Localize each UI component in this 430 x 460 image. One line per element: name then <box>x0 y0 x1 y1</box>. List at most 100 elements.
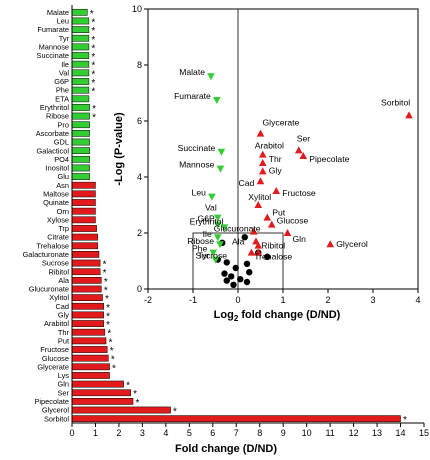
bar <box>71 199 96 206</box>
bar-category-label: Galacticol <box>37 146 70 155</box>
bar-category-label: Pipecolate <box>34 397 69 406</box>
bar <box>71 328 106 336</box>
bar-x-tick-label: 4 <box>163 428 168 438</box>
scatter-y-axis-title: -Log (P-value) <box>113 112 125 186</box>
up-point <box>263 213 272 221</box>
up-point <box>258 167 267 175</box>
bar <box>71 225 97 232</box>
scatter-x-tick-label: 2 <box>325 295 330 305</box>
bar-category-label: Glycerol <box>42 406 69 415</box>
scatter-x-tick-label: 3 <box>370 295 375 305</box>
bar-category-label: Pro <box>57 120 69 129</box>
significance-marker: * <box>92 104 96 115</box>
point-label: Gly <box>269 165 283 175</box>
down-point <box>208 193 216 201</box>
bar-category-label: Fructose <box>40 345 69 354</box>
bar <box>71 276 102 284</box>
bar-category-label: Cad <box>55 302 69 311</box>
significance-marker: * <box>111 355 115 366</box>
down-point <box>207 73 215 81</box>
bar-x-tick-label: 10 <box>302 428 312 438</box>
up-point <box>256 129 265 137</box>
bar <box>71 121 90 129</box>
significance-marker: * <box>91 35 95 46</box>
point-label: Ile <box>203 229 212 239</box>
significance-marker: * <box>104 277 108 288</box>
point-label: Glycerol <box>336 239 368 249</box>
bar <box>71 216 96 224</box>
significance-marker: * <box>403 415 407 426</box>
bar <box>71 190 96 198</box>
significance-marker: * <box>90 9 94 20</box>
significance-marker: * <box>103 268 107 279</box>
scatter-x-tick-label: 4 <box>415 295 420 305</box>
point-label: Fumarate <box>174 91 211 101</box>
bar-x-tick-label: 14 <box>396 428 406 438</box>
point-label: Pipecolate <box>309 154 349 164</box>
point-label: Fructose <box>282 188 316 198</box>
bar-category-label: GDL <box>54 138 69 147</box>
bar-category-label: Arabitol <box>44 319 69 328</box>
down-point <box>209 249 218 257</box>
bar-category-label: Inositol <box>46 164 70 173</box>
down-point <box>213 221 222 229</box>
bar <box>71 363 110 371</box>
significance-marker: * <box>91 52 95 63</box>
bar-category-label: Maltose <box>43 189 69 198</box>
ns-point <box>228 273 235 280</box>
up-point <box>247 248 256 256</box>
bar-category-label: Glu <box>57 172 69 181</box>
bar-x-tick-label: 12 <box>349 428 359 438</box>
up-point <box>254 241 263 249</box>
bar <box>71 43 90 51</box>
bar-category-label: G6P <box>54 77 69 86</box>
bar-x-tick-label: 8 <box>257 428 262 438</box>
bar <box>71 259 101 267</box>
scatter-y-tick-label: 0 <box>137 284 142 294</box>
bar <box>71 233 99 241</box>
bar-x-tick-label: 2 <box>116 428 121 438</box>
down-point <box>213 214 222 222</box>
bar-category-label: Fumarate <box>37 25 69 34</box>
up-point <box>254 201 263 208</box>
bar-category-label: Xylitol <box>49 293 69 302</box>
bar <box>71 242 99 250</box>
bar-category-label: Malate <box>47 8 69 17</box>
bar-category-label: Ribitol <box>48 267 69 276</box>
significance-marker: * <box>91 61 95 72</box>
bar <box>71 302 104 310</box>
bar-category-label: Asn <box>56 181 69 190</box>
bar <box>71 173 90 180</box>
bar <box>71 164 90 172</box>
down-point <box>216 165 225 173</box>
bar-x-tick-label: 13 <box>372 428 382 438</box>
bar <box>71 354 109 362</box>
bar-x-tick-label: 5 <box>187 428 192 438</box>
significance-marker: * <box>91 43 95 54</box>
scatter-x-tick-label: 1 <box>280 295 285 305</box>
bar-category-label: Sorbitol <box>44 414 69 423</box>
significance-marker: * <box>133 389 137 400</box>
ns-point <box>223 277 230 284</box>
bar <box>71 130 90 137</box>
ns-point <box>237 276 244 283</box>
point-label: Cad <box>239 178 255 188</box>
ns-point <box>246 269 253 276</box>
bar <box>71 380 124 388</box>
point-label: Xylitol <box>248 192 271 202</box>
significance-marker: * <box>105 294 109 305</box>
significance-marker: * <box>107 329 111 340</box>
up-point <box>299 152 308 159</box>
scatter-x-tick-label: 0 <box>235 295 240 305</box>
bar <box>71 34 90 42</box>
bar-category-label: Succinate <box>37 51 69 60</box>
significance-marker: * <box>104 285 108 296</box>
bar-category-label: Ile <box>61 60 69 69</box>
bar <box>71 268 101 276</box>
bar-category-label: Glucose <box>42 354 69 363</box>
point-label: Sorbitol <box>381 97 410 107</box>
bar <box>71 78 90 85</box>
bar-chart: Malate * Leu * Fumarate * Tyr * Mannose * Succinat… <box>23 5 429 455</box>
bar <box>71 398 134 405</box>
